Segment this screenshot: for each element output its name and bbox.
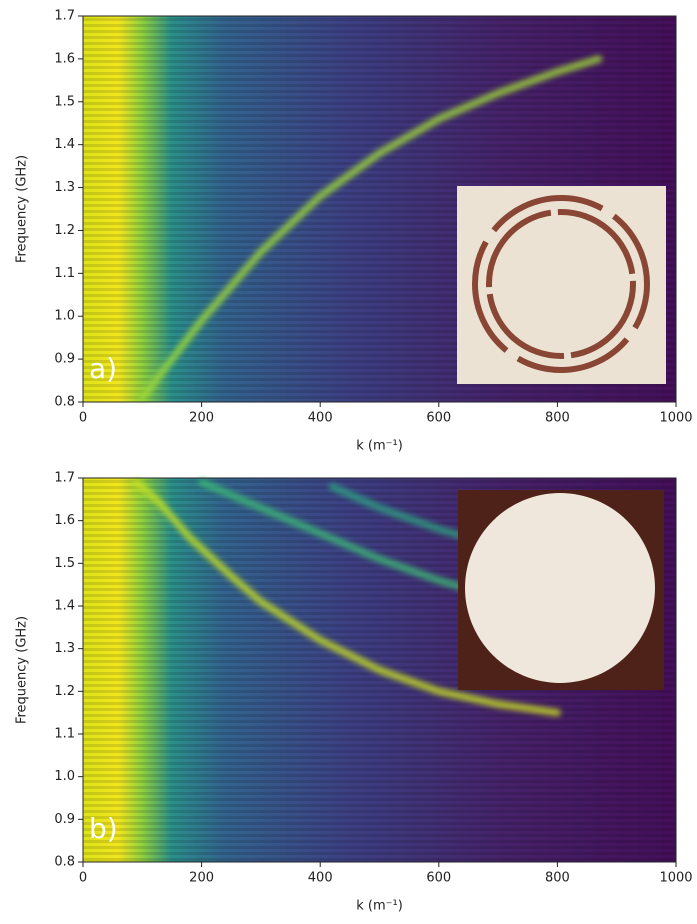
y-tick-label: 1.5 xyxy=(54,556,75,571)
y-tick-label: 1.4 xyxy=(54,599,75,614)
x-tick-label: 200 xyxy=(189,411,214,426)
x-tick-label: 600 xyxy=(426,411,451,426)
y-axis-label: Frequency (GHz) xyxy=(15,616,30,724)
y-tick-label: 1.2 xyxy=(54,223,75,238)
y-tick-label: 1.0 xyxy=(54,309,75,324)
chart: 0 200 400 600 800 1000 0.8 0.9 1.0 1.1 1.2 1.3 1.4 1.… xyxy=(0,0,697,924)
x-axis-label: k (m⁻¹) xyxy=(356,439,403,454)
x-tick-label: 0 xyxy=(79,411,87,426)
y-tick-label: 0.8 xyxy=(54,855,75,870)
inset-photo-a xyxy=(457,186,666,384)
y-tick-label: 1.3 xyxy=(54,641,75,656)
x-tick-label: 400 xyxy=(308,411,333,426)
x-tick-label: 400 xyxy=(308,871,333,886)
x-tick-label: 200 xyxy=(189,871,214,886)
inset-photo-b xyxy=(458,490,664,690)
figure: 0 200 400 600 800 1000 0.8 0.9 1.0 1.1 1.2 1.3 1.4 1.… xyxy=(0,0,697,924)
y-tick-label: 1.1 xyxy=(54,727,75,742)
x-tick-label: 800 xyxy=(545,411,570,426)
x-tick-label: 800 xyxy=(545,871,570,886)
y-tick-label: 1.6 xyxy=(54,51,75,66)
y-tick-label: 1.6 xyxy=(54,513,75,528)
x-tick-label: 1000 xyxy=(659,871,692,886)
y-tick-label: 1.7 xyxy=(54,471,75,486)
y-tick-label: 0.8 xyxy=(54,395,75,410)
x-axis-label: k (m⁻¹) xyxy=(356,899,403,914)
y-tick-label: 1.1 xyxy=(54,266,75,281)
y-tick-label: 1.7 xyxy=(54,9,75,24)
y-tick-label: 1.0 xyxy=(54,769,75,784)
y-tick-label: 0.9 xyxy=(54,812,75,827)
x-tick-label: 0 xyxy=(79,871,87,886)
panel-label: b) xyxy=(89,812,118,845)
y-tick-label: 1.5 xyxy=(54,94,75,109)
y-axis-label: Frequency (GHz) xyxy=(15,155,30,263)
y-tick-label: 1.4 xyxy=(54,137,75,152)
x-tick-label: 1000 xyxy=(659,411,692,426)
x-tick-label: 600 xyxy=(426,871,451,886)
y-tick-label: 1.2 xyxy=(54,684,75,699)
y-tick-label: 0.9 xyxy=(54,352,75,367)
panel-label: a) xyxy=(89,352,117,385)
y-tick-label: 1.3 xyxy=(54,180,75,195)
